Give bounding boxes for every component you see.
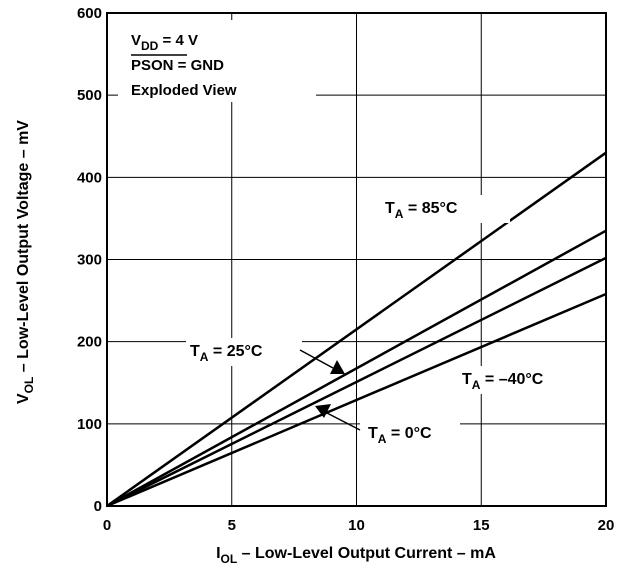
y-tick-label: 400 <box>77 169 102 186</box>
x-tick-label: 10 <box>348 517 365 534</box>
x-tick-label: 20 <box>598 517 615 534</box>
plot-frame <box>106 12 607 507</box>
arrow-0c-line <box>324 411 361 431</box>
label-bg-0 <box>360 420 460 448</box>
x-tick-label: 5 <box>228 517 236 534</box>
series-line-2 <box>106 256 607 508</box>
x-tick-label: 15 <box>473 517 490 534</box>
arrow-25c-line <box>299 349 334 369</box>
label-bg-m40 <box>456 366 580 394</box>
series-label-0c: TA = 0°C <box>368 425 432 446</box>
condition-view: Exploded View <box>131 82 237 99</box>
series-label-25c: TA = 25°C <box>190 343 263 364</box>
label-bg-85 <box>382 195 510 223</box>
y-tick-label: 300 <box>77 252 102 269</box>
y-tick-label: 500 <box>77 87 102 104</box>
x-tick-label: 0 <box>103 517 111 534</box>
series-label-85c: TA = 85°C <box>385 200 458 221</box>
condition-vdd: VDD = 4 V <box>131 32 198 53</box>
y-tick-label: 200 <box>77 334 102 351</box>
y-tick-label: 600 <box>77 5 102 22</box>
x-axis-title: IOL – Low-Level Output Current – mA <box>216 545 496 566</box>
series-line-0 <box>106 151 607 508</box>
series-line-3 <box>106 292 607 508</box>
y-tick-label: 0 <box>94 498 102 515</box>
y-axis-title: VOL – Low-Level Output Voltage – mV <box>15 120 36 404</box>
arrow-25c-head <box>330 360 345 374</box>
y-tick-label: 100 <box>77 416 102 433</box>
condition-box <box>118 20 316 102</box>
arrow-0c-head <box>315 404 331 418</box>
series-label-m40c: TA = –40°C <box>462 371 544 392</box>
series-line-1 <box>106 229 607 508</box>
label-bg-25 <box>186 338 302 366</box>
condition-pson: PSON = GND <box>131 57 224 74</box>
series-lines <box>106 151 607 508</box>
